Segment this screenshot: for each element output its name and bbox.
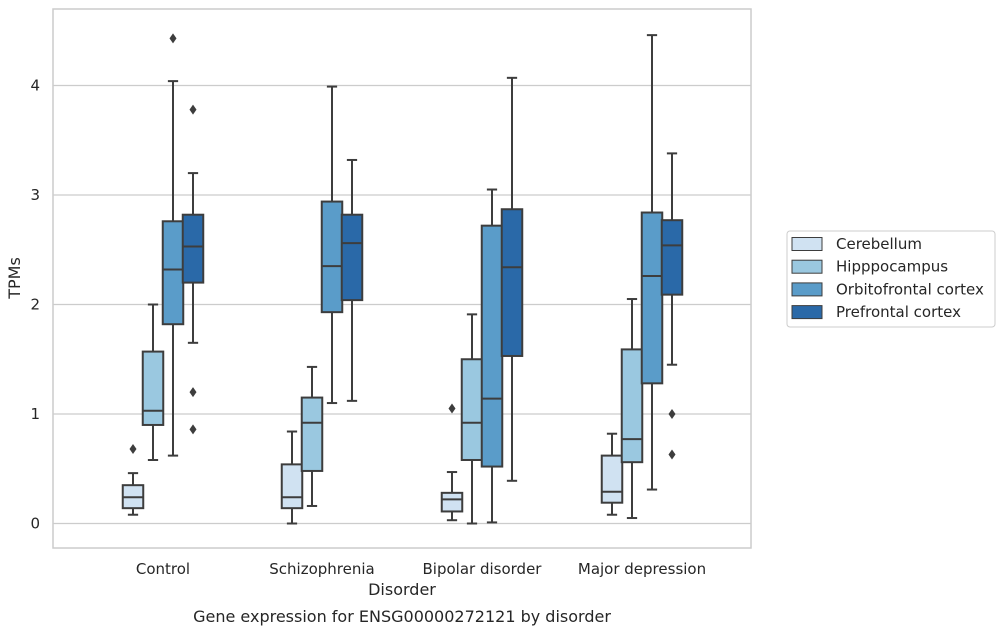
legend-swatch xyxy=(791,305,823,320)
box-hipppocampus xyxy=(141,303,165,461)
iqr-box xyxy=(181,213,205,284)
box-cerebellum xyxy=(121,444,145,516)
outlier-point xyxy=(189,104,197,115)
y-tick-label: 2 xyxy=(30,296,40,314)
box-prefrontal-cortex xyxy=(181,104,205,435)
iqr-box xyxy=(340,213,364,302)
outlier-point xyxy=(129,444,137,455)
iqr-box xyxy=(500,208,524,357)
box-groups xyxy=(121,33,684,525)
box-orbitofrontal-cortex xyxy=(640,34,664,491)
box-orbitofrontal-cortex xyxy=(320,85,344,405)
y-tick-label: 0 xyxy=(30,515,40,533)
box-hipppocampus xyxy=(460,313,484,525)
legend-swatch xyxy=(791,282,823,297)
box-orbitofrontal-cortex xyxy=(480,188,504,524)
iqr-box xyxy=(141,350,165,426)
iqr-box xyxy=(480,224,504,468)
iqr-box xyxy=(280,463,304,510)
iqr-box xyxy=(440,491,464,513)
iqr-box xyxy=(600,454,624,504)
legend-label: Prefrontal cortex xyxy=(836,303,961,321)
legend-label: Orbitofrontal cortex xyxy=(836,280,984,298)
x-tick-labels: Control Schizophrenia Bipolar disorder Majo… xyxy=(136,560,706,578)
iqr-box xyxy=(460,358,484,461)
outlier-point xyxy=(668,449,676,460)
x-axis-title: Disorder xyxy=(368,580,436,599)
y-tick-label: 4 xyxy=(30,77,40,95)
outlier-point xyxy=(189,387,197,398)
legend-frame xyxy=(786,230,996,328)
y-tick-label: 3 xyxy=(30,186,40,204)
x-tick-label: Control xyxy=(136,560,190,578)
outlier-point xyxy=(189,424,197,435)
iqr-box xyxy=(300,396,324,472)
outlier-point xyxy=(668,409,676,419)
x-tick-label: Schizophrenia xyxy=(269,560,374,578)
box-prefrontal-cortex xyxy=(660,152,684,460)
legend-swatch xyxy=(791,237,823,251)
box-prefrontal-cortex xyxy=(340,158,364,402)
x-tick-label: Major depression xyxy=(578,560,706,578)
box-cerebellum xyxy=(280,430,304,525)
legend-swatch xyxy=(791,259,823,274)
chart-caption: Gene expression for ENSG00000272121 by d… xyxy=(193,607,611,626)
plot-frame xyxy=(52,8,752,549)
y-tick-label: 1 xyxy=(30,405,40,423)
legend-label: Cerebellum xyxy=(836,235,922,253)
box-orbitofrontal-cortex xyxy=(161,33,185,457)
y-tick-labels: 0 1 2 3 4 xyxy=(30,77,40,533)
box-cerebellum xyxy=(600,432,624,516)
legend: Cerebellum Hipppocampus Orbitofrontal cort… xyxy=(786,230,996,328)
box-prefrontal-cortex xyxy=(500,76,524,482)
iqr-box xyxy=(320,200,344,314)
iqr-box xyxy=(640,211,664,385)
outlier-point xyxy=(169,33,177,44)
box-hipppocampus xyxy=(620,298,644,520)
x-tick-label: Bipolar disorder xyxy=(423,560,543,578)
y-axis-title: TPMs xyxy=(5,257,24,300)
legend-label: Hipppocampus xyxy=(836,258,948,276)
iqr-box xyxy=(161,220,185,326)
iqr-box xyxy=(620,348,644,464)
outlier-point xyxy=(448,403,456,414)
iqr-box xyxy=(660,219,684,296)
box-hipppocampus xyxy=(300,365,324,507)
box-cerebellum xyxy=(440,403,464,522)
